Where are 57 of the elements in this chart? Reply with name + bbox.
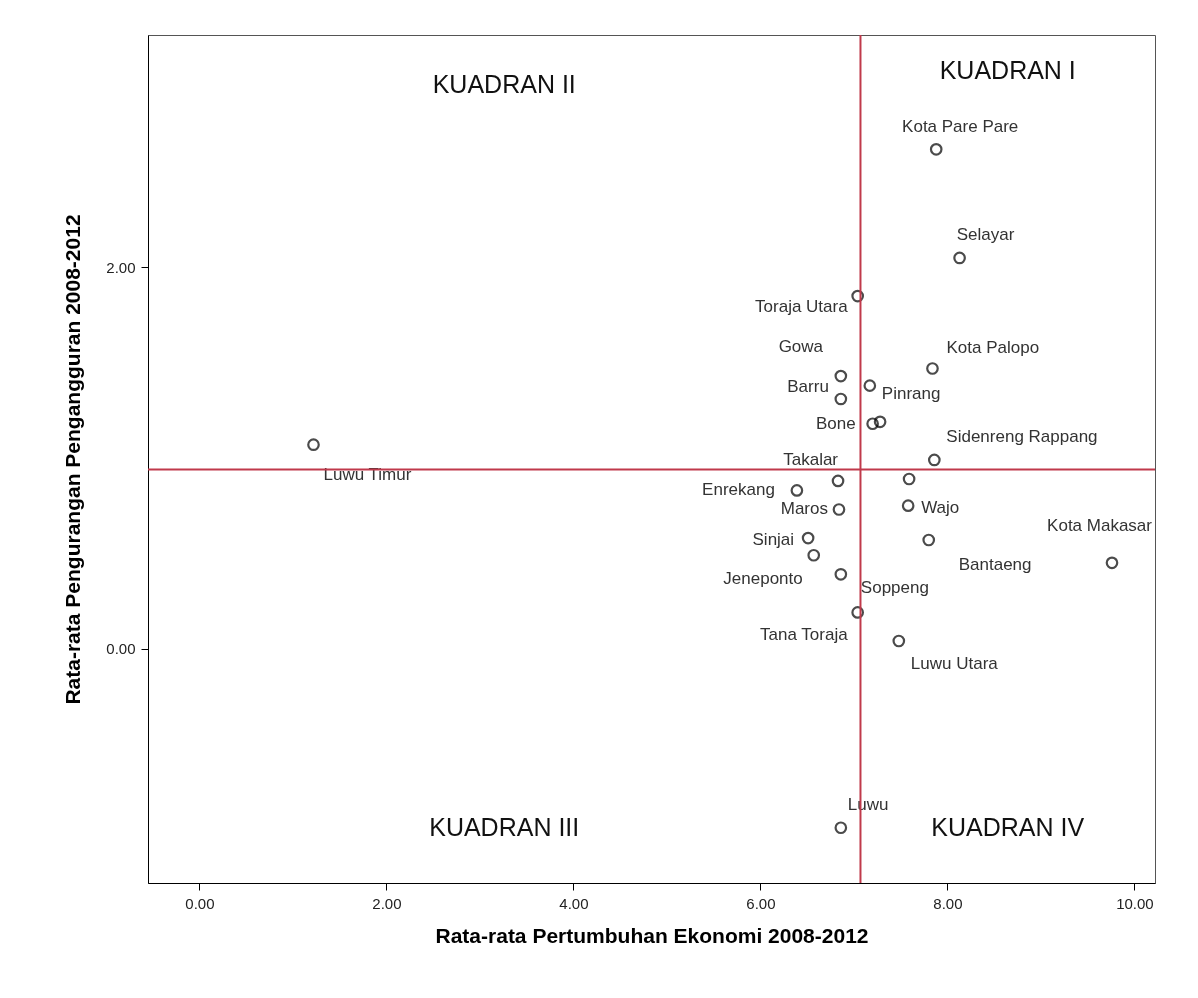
point	[831, 474, 845, 488]
data-label: Toraja Utara	[755, 297, 849, 317]
point	[863, 379, 877, 392]
x-tick-label: 2.00	[372, 894, 402, 912]
data-label: Barru	[787, 376, 829, 396]
x-axis-title: Rata-rata Pertumbuhan Ekonomi 2008-2012	[435, 923, 869, 947]
point	[790, 484, 804, 497]
data-label: Kota Pare Pare	[902, 117, 1019, 137]
x-tick-label: 8.00	[933, 894, 963, 912]
x-tick-label: 4.00	[559, 894, 589, 912]
point	[851, 289, 865, 303]
point	[953, 251, 966, 265]
x-tick-label: 10.00	[1116, 894, 1154, 912]
data-label: Soppeng	[860, 578, 929, 598]
data-label: Bantaeng	[958, 554, 1032, 574]
point	[1105, 556, 1119, 570]
annotation: KUADRAN I	[939, 56, 1076, 84]
point	[834, 821, 848, 835]
annotation: KUADRAN IV	[931, 813, 1085, 841]
point	[922, 533, 936, 547]
point	[866, 417, 879, 431]
data-label: Bone	[815, 413, 856, 433]
data-label: Jeneponto	[723, 569, 803, 589]
x-tick-label: 6.00	[746, 894, 776, 912]
point	[801, 531, 815, 545]
point	[926, 362, 939, 375]
data-label: Luwu Timur	[323, 464, 412, 484]
point	[873, 415, 887, 429]
point	[902, 472, 916, 486]
data-label: Maros	[780, 499, 828, 519]
data-label: Enrekang	[702, 480, 775, 500]
point	[892, 634, 906, 648]
x-tick-label: 0.00	[185, 894, 215, 912]
annotation: KUADRAN II	[432, 70, 576, 98]
data-label: Kota Makasar	[1047, 515, 1153, 535]
point	[927, 453, 941, 467]
data-label: Gowa	[778, 337, 824, 357]
point	[807, 548, 821, 562]
data-label: Luwu Utara	[910, 653, 999, 673]
point	[307, 438, 320, 452]
data-label: Selayar	[956, 224, 1015, 244]
data-label: Sinjai	[752, 530, 795, 550]
data-label: Tana Toraja	[760, 625, 849, 645]
y-axis-title: Rata-rata Pengurangan Pengangguran 2008-2012	[61, 214, 85, 705]
point	[929, 143, 943, 156]
data-label: Wajo	[921, 497, 960, 517]
point	[834, 392, 848, 406]
annotation: KUADRAN III	[429, 813, 580, 841]
point	[901, 499, 915, 513]
data-label: Takalar	[783, 449, 839, 469]
data-label: Pinrang	[881, 383, 941, 403]
data-label: Sidenreng Rappang	[946, 426, 1098, 446]
point	[832, 503, 846, 516]
data-label: Kota Palopo	[946, 338, 1040, 358]
point	[851, 606, 865, 619]
point	[834, 567, 848, 581]
point	[834, 369, 848, 383]
